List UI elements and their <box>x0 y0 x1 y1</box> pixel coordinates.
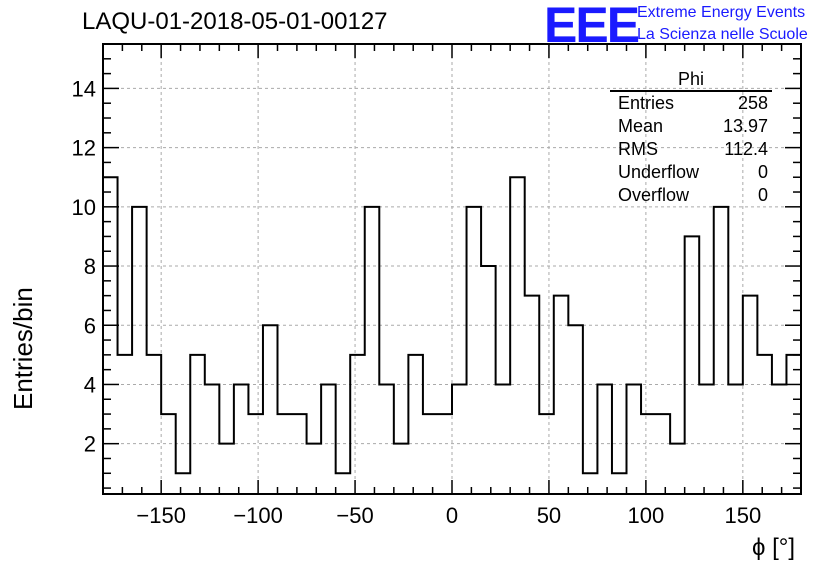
eee-logo: EEE <box>544 0 640 53</box>
x-tick-label: 0 <box>446 503 458 528</box>
x-tick-label: 50 <box>537 503 561 528</box>
y-tick-label: 10 <box>72 195 96 220</box>
stats-histogram-name: Phi <box>610 68 772 92</box>
y-tick-label: 4 <box>84 372 96 397</box>
stats-value: 112.4 <box>724 139 768 159</box>
y-tick-label: 8 <box>84 254 96 279</box>
logo-line-2: La Scienza nelle Scuole <box>637 26 808 43</box>
y-tick-label: 6 <box>84 313 96 338</box>
chart-title: LAQU-01-2018-05-01-00127 <box>82 8 388 35</box>
stats-label: Overflow <box>618 185 690 205</box>
x-tick-label: −50 <box>336 503 373 528</box>
x-axis-ticks: −150 −100 −50 0 50 100 150 <box>102 44 802 528</box>
y-tick-label: 2 <box>84 432 96 457</box>
stats-row-overflow: Overflow 0 <box>610 184 772 207</box>
grid-lines <box>103 44 801 494</box>
stats-label: RMS <box>618 139 658 159</box>
y-axis-label: Entries/bin <box>8 287 38 410</box>
stats-row-rms: RMS 112.4 <box>610 138 772 161</box>
y-tick-label: 14 <box>72 76 96 101</box>
stats-row-entries: Entries 258 <box>610 92 772 115</box>
x-tick-label: −100 <box>233 503 283 528</box>
stats-label: Mean <box>618 116 664 136</box>
stats-value: 0 <box>757 185 768 205</box>
x-tick-label: 150 <box>724 503 761 528</box>
x-axis-label: ϕ [°] <box>752 534 796 561</box>
stats-value: 258 <box>737 93 768 113</box>
y-tick-label: 12 <box>72 136 96 161</box>
stats-label: Underflow <box>618 162 700 182</box>
x-tick-label: 100 <box>628 503 665 528</box>
stats-value: 13.97 <box>722 116 768 136</box>
logo-line-1: Extreme Energy Events <box>637 4 806 21</box>
y-axis-ticks: 2 4 6 8 10 12 14 <box>72 43 801 489</box>
stats-label: Entries <box>618 93 675 113</box>
histogram-outline <box>102 176 801 494</box>
stats-value: 0 <box>757 162 768 182</box>
stats-row-mean: Mean 13.97 <box>610 115 772 138</box>
x-tick-label: −150 <box>136 503 186 528</box>
stats-row-underflow: Underflow 0 <box>610 161 772 184</box>
stats-box: Phi Entries 258 Mean 13.97 RMS 112.4 Underf… <box>610 68 772 207</box>
